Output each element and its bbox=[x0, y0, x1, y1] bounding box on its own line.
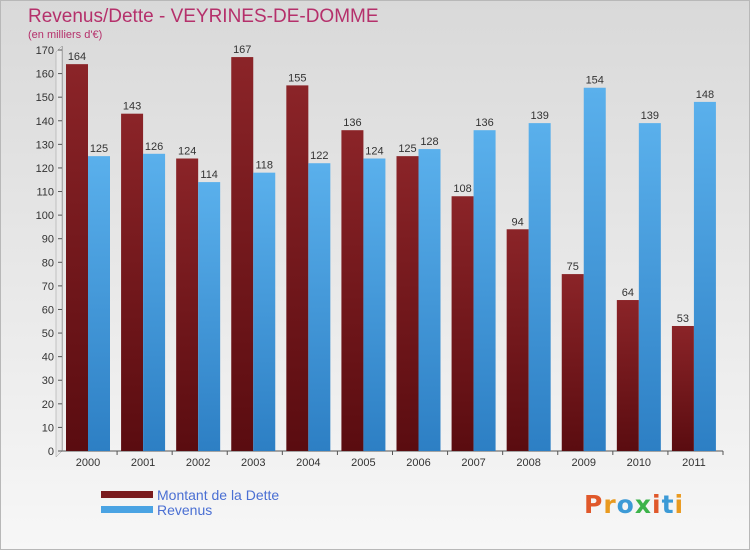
bar-revenus bbox=[363, 158, 386, 451]
bar-dette bbox=[121, 113, 144, 451]
logo-letter: i bbox=[674, 490, 685, 519]
logo-letter: P bbox=[584, 490, 604, 519]
logo-letter: x bbox=[634, 490, 652, 519]
data-label-revenus: 148 bbox=[696, 89, 714, 101]
legend-swatch-dette bbox=[101, 491, 153, 498]
bar-revenus bbox=[308, 163, 331, 452]
data-label-revenus: 124 bbox=[365, 146, 383, 158]
y-tick-label: 10 bbox=[42, 422, 54, 434]
x-tick-label: 2008 bbox=[516, 457, 540, 469]
y-tick-label: 60 bbox=[42, 304, 54, 316]
legend-label-dette: Montant de la Dette bbox=[157, 486, 280, 503]
y-tick-label: 170 bbox=[36, 45, 54, 57]
y-tick-label: 30 bbox=[42, 375, 54, 387]
data-label-revenus: 118 bbox=[255, 160, 273, 172]
data-label-revenus: 139 bbox=[530, 110, 548, 122]
data-label-revenus: 136 bbox=[475, 117, 493, 129]
data-label-revenus: 139 bbox=[641, 110, 659, 122]
legend-label-revenus: Revenus bbox=[157, 501, 213, 518]
logo-letter: t bbox=[661, 490, 675, 519]
bar-dette bbox=[616, 300, 639, 451]
logo-letter: r bbox=[603, 490, 617, 519]
data-label-revenus: 125 bbox=[90, 143, 108, 155]
bar-revenus bbox=[693, 101, 716, 452]
data-label-dette: 167 bbox=[233, 44, 251, 56]
data-label-dette: 53 bbox=[677, 313, 689, 325]
x-tick-label: 2002 bbox=[186, 457, 210, 469]
bar-dette bbox=[671, 325, 694, 451]
y-tick-label: 150 bbox=[36, 92, 54, 104]
bar-revenus bbox=[473, 130, 496, 451]
bar-dette bbox=[561, 274, 584, 451]
data-label-dette: 108 bbox=[453, 183, 471, 195]
x-tick-label: 2010 bbox=[627, 457, 651, 469]
y-tick-label: 160 bbox=[36, 69, 54, 81]
y-tick-label: 90 bbox=[42, 234, 54, 246]
legend-swatch-revenus bbox=[101, 506, 153, 513]
bar-dette bbox=[286, 85, 309, 451]
x-tick-label: 2001 bbox=[131, 457, 155, 469]
data-label-dette: 75 bbox=[567, 261, 579, 273]
x-tick-label: 2000 bbox=[76, 457, 100, 469]
y-tick-label: 50 bbox=[42, 328, 54, 340]
data-label-dette: 125 bbox=[398, 143, 416, 155]
bar-revenus bbox=[143, 153, 166, 451]
y-tick-label: 80 bbox=[42, 257, 54, 269]
data-label-dette: 124 bbox=[178, 146, 196, 158]
y-tick-label: 120 bbox=[36, 163, 54, 175]
bar-revenus bbox=[528, 123, 551, 451]
x-tick-label: 2004 bbox=[296, 457, 320, 469]
y-tick-label: 20 bbox=[42, 399, 54, 411]
bar-revenus bbox=[583, 87, 606, 451]
bar-dette bbox=[506, 229, 529, 451]
data-label-dette: 136 bbox=[343, 117, 361, 129]
x-tick-label: 2006 bbox=[406, 457, 430, 469]
data-label-dette: 143 bbox=[123, 101, 141, 113]
chart-subtitle: (en milliers d'€) bbox=[28, 29, 103, 41]
x-tick-label: 2005 bbox=[351, 457, 375, 469]
x-tick-label: 2003 bbox=[241, 457, 265, 469]
bar-dette bbox=[451, 196, 474, 451]
bar-revenus bbox=[88, 156, 110, 451]
y-axis-wall bbox=[55, 45, 63, 458]
data-label-revenus: 114 bbox=[200, 169, 218, 181]
logo-letter: i bbox=[652, 490, 662, 519]
data-label-revenus: 154 bbox=[586, 75, 604, 87]
y-tick-label: 0 bbox=[48, 446, 54, 458]
bar-dette bbox=[231, 57, 254, 451]
logo-letter: o bbox=[616, 490, 635, 519]
bar-dette bbox=[396, 156, 419, 451]
data-label-dette: 64 bbox=[622, 287, 634, 299]
x-tick-label: 2007 bbox=[461, 457, 485, 469]
data-label-dette: 155 bbox=[288, 72, 306, 84]
bar-dette bbox=[341, 130, 364, 451]
bar-revenus bbox=[638, 123, 661, 451]
x-tick-label: 2011 bbox=[682, 457, 706, 469]
data-label-dette: 164 bbox=[68, 51, 86, 63]
y-tick-label: 70 bbox=[42, 281, 54, 293]
data-label-revenus: 128 bbox=[420, 136, 438, 148]
y-tick-label: 40 bbox=[42, 352, 54, 364]
y-tick-label: 110 bbox=[36, 187, 54, 199]
bar-revenus bbox=[253, 172, 276, 452]
bar-revenus bbox=[418, 149, 441, 451]
x-tick-label: 2009 bbox=[572, 457, 596, 469]
y-tick-label: 130 bbox=[36, 139, 54, 151]
legend-item-revenus: Revenus bbox=[101, 501, 279, 518]
data-label-revenus: 126 bbox=[145, 141, 163, 153]
data-label-revenus: 122 bbox=[310, 150, 328, 162]
chart-title: Revenus/Dette - VEYRINES-DE-DOMME bbox=[28, 6, 379, 27]
bar-dette bbox=[66, 64, 88, 451]
legend: Montant de la Dette Revenus bbox=[101, 486, 280, 518]
data-label-dette: 94 bbox=[512, 216, 524, 228]
bar-revenus bbox=[198, 182, 221, 451]
bar-dette bbox=[176, 158, 199, 451]
y-tick-label: 140 bbox=[36, 116, 54, 128]
legend-item-dette: Montant de la Dette bbox=[101, 486, 280, 503]
y-tick-label: 100 bbox=[36, 210, 54, 222]
proxiti-logo: Proxiti bbox=[584, 490, 684, 519]
